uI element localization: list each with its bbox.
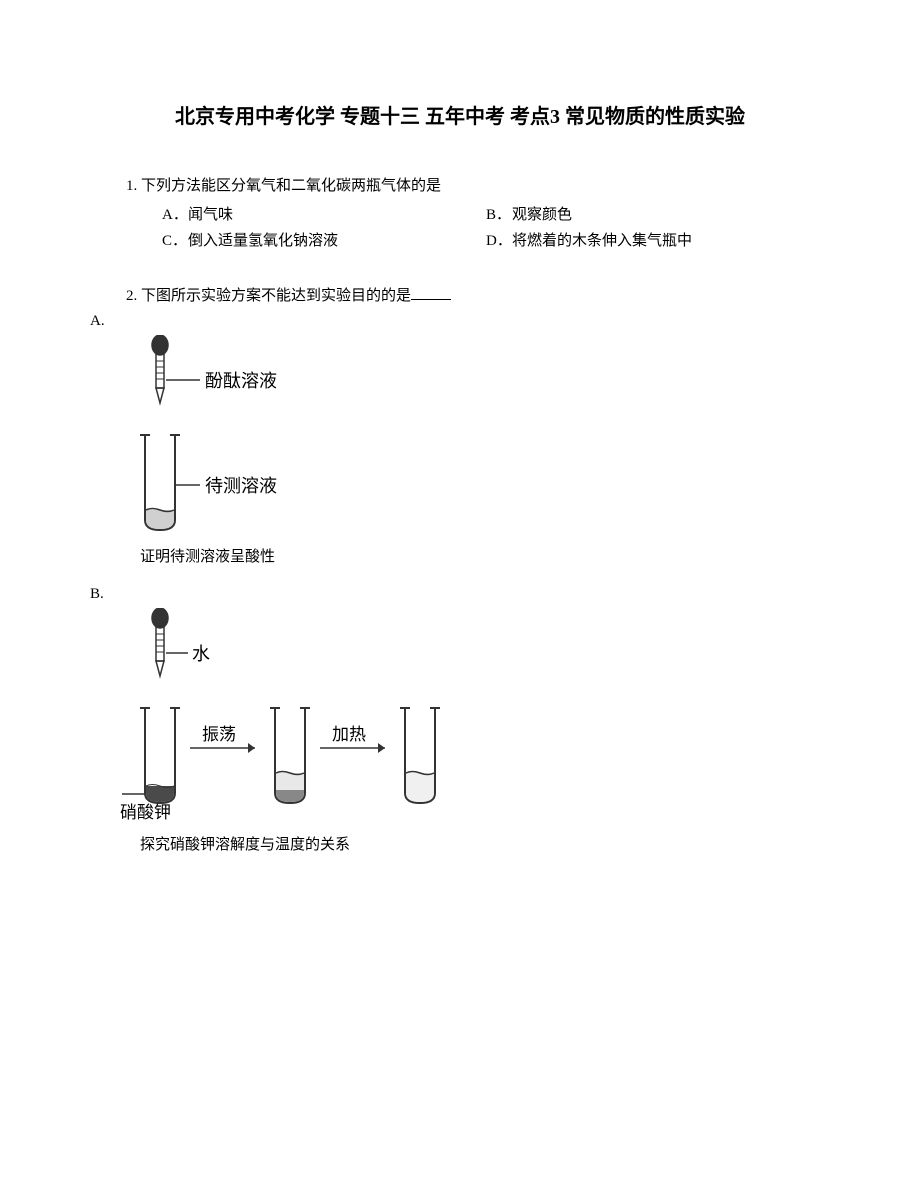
- q1-stem: 1. 下列方法能区分氧气和二氧化碳两瓶气体的是: [126, 174, 810, 195]
- q2-caption-a: 证明待测溶液呈酸性: [140, 545, 810, 566]
- q1-option-a: A．闻气味: [162, 203, 486, 229]
- diagram-b-svg: 水 振荡: [110, 608, 470, 808]
- q2-diagram-b: 水 振荡: [110, 608, 810, 823]
- diagram-a-svg: 酚酞溶液 待测溶液: [110, 335, 370, 535]
- dropper-icon: [152, 608, 168, 676]
- q2-caption-b: 探究硝酸钾溶解度与温度的关系: [140, 833, 810, 854]
- option-label-c: C．: [162, 229, 188, 255]
- option-label-a: A．: [162, 203, 188, 229]
- q1-option-b: B．观察颜色: [486, 203, 810, 229]
- option-text-a: 闻气味: [188, 207, 233, 223]
- option-label-b: B．: [486, 203, 512, 229]
- test-tube-icon: [140, 435, 180, 530]
- q1-option-c: C．倒入适量氢氧化钠溶液: [162, 229, 486, 255]
- tube1-label-kno3: 硝酸钾: [120, 798, 810, 823]
- question-2: 2. 下图所示实验方案不能达到实验目的的是 A. 酚酞溶液: [110, 284, 810, 854]
- arrow2-label: 加热: [332, 725, 366, 744]
- arrow1-label: 振荡: [202, 725, 236, 744]
- q2-diagram-a: 酚酞溶液 待测溶液: [110, 335, 810, 535]
- q1-text: 下列方法能区分氧气和二氧化碳两瓶气体的是: [141, 178, 441, 194]
- test-tube-3-icon: [400, 708, 440, 803]
- option-text-c: 倒入适量氢氧化钠溶液: [188, 233, 338, 249]
- q1-number: 1.: [126, 178, 137, 195]
- q2-text: 下图所示实验方案不能达到实验目的的是: [141, 288, 411, 304]
- question-1: 1. 下列方法能区分氧气和二氧化碳两瓶气体的是 A．闻气味 B．观察颜色 C．倒…: [110, 174, 810, 254]
- q2-number: 2.: [126, 288, 137, 305]
- tube-label: 待测溶液: [205, 476, 277, 496]
- q1-options-row1: A．闻气味 B．观察颜色: [162, 203, 810, 229]
- q1-options-row2: C．倒入适量氢氧化钠溶液 D．将燃着的木条伸入集气瓶中: [162, 229, 810, 255]
- q2-stem: 2. 下图所示实验方案不能达到实验目的的是: [126, 284, 810, 305]
- q2-choice-a-marker: A.: [90, 313, 810, 330]
- dropper-icon: [152, 335, 168, 403]
- q1-option-d: D．将燃着的木条伸入集气瓶中: [486, 229, 810, 255]
- option-label-d: D．: [486, 229, 512, 255]
- dropper-label: 酚酞溶液: [205, 371, 277, 391]
- blank-line: [411, 299, 451, 300]
- arrow-1-icon: [190, 743, 255, 753]
- dropper-label-water: 水: [192, 644, 210, 664]
- arrow-2-icon: [320, 743, 385, 753]
- option-text-b: 观察颜色: [512, 207, 572, 223]
- test-tube-1-icon: [140, 708, 180, 803]
- test-tube-2-icon: [270, 708, 310, 803]
- q2-choice-b-marker: B.: [90, 586, 810, 603]
- option-text-d: 将燃着的木条伸入集气瓶中: [512, 233, 692, 249]
- page-title: 北京专用中考化学 专题十三 五年中考 考点3 常见物质的性质实验: [110, 100, 810, 129]
